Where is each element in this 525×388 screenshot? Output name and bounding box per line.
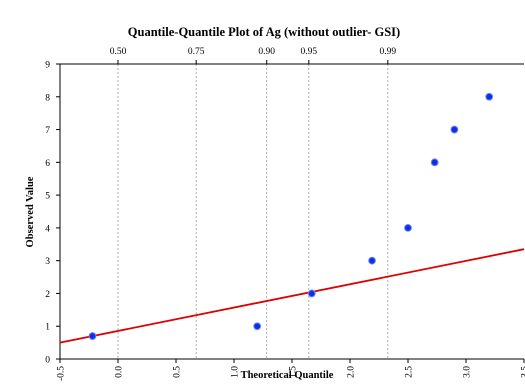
y-tick-label: 1 <box>45 323 50 333</box>
y-tick-label: 8 <box>45 93 50 103</box>
y-tick-label: 0 <box>45 356 50 366</box>
y-tick-label: 5 <box>45 192 50 202</box>
x-tick-label: -0.5 <box>57 366 67 381</box>
data-point <box>431 159 438 166</box>
x-tick-label: 1.0 <box>231 366 241 378</box>
top-axis-label: 0.90 <box>258 47 275 57</box>
data-point <box>486 93 493 100</box>
x-tick-label: 3.5 <box>521 366 525 378</box>
x-tick-label: 2.5 <box>405 366 415 378</box>
y-axis-label: Observed Value <box>25 176 36 247</box>
y-tick-label: 2 <box>45 290 50 300</box>
plot-background <box>60 64 524 359</box>
y-tick-label: 4 <box>45 224 50 234</box>
top-axis-label: 0.99 <box>380 47 397 57</box>
data-point <box>89 333 96 340</box>
x-tick-label: 0.5 <box>173 366 183 378</box>
x-tick-label: 1.5 <box>289 366 299 378</box>
data-point <box>405 224 412 231</box>
y-tick-label: 9 <box>45 61 50 71</box>
top-axis-label: 0.75 <box>188 47 205 57</box>
y-tick-label: 7 <box>45 126 50 136</box>
x-axis-label: Theoretical Quantile <box>241 370 334 381</box>
x-tick-label: 0.0 <box>115 366 125 378</box>
data-point <box>369 257 376 264</box>
data-point <box>451 126 458 133</box>
x-tick-label: 3.0 <box>463 366 473 378</box>
x-tick-label: 2.0 <box>347 366 357 378</box>
data-point <box>308 290 315 297</box>
data-point <box>254 323 261 330</box>
plot-area: 0 1 2 3 4 5 6 7 8 9 -0.5 0.0 0.5 1.0 1.5 2.0 2.5 3.0 3.5 0.… <box>45 47 525 381</box>
y-tick-label: 3 <box>45 257 50 267</box>
top-axis-label: 0.95 <box>301 47 318 57</box>
chart-title: Quantile-Quantile Plot of Ag (without ou… <box>128 25 400 39</box>
top-axis-label: 0.50 <box>110 47 127 57</box>
y-tick-label: 6 <box>45 159 50 169</box>
